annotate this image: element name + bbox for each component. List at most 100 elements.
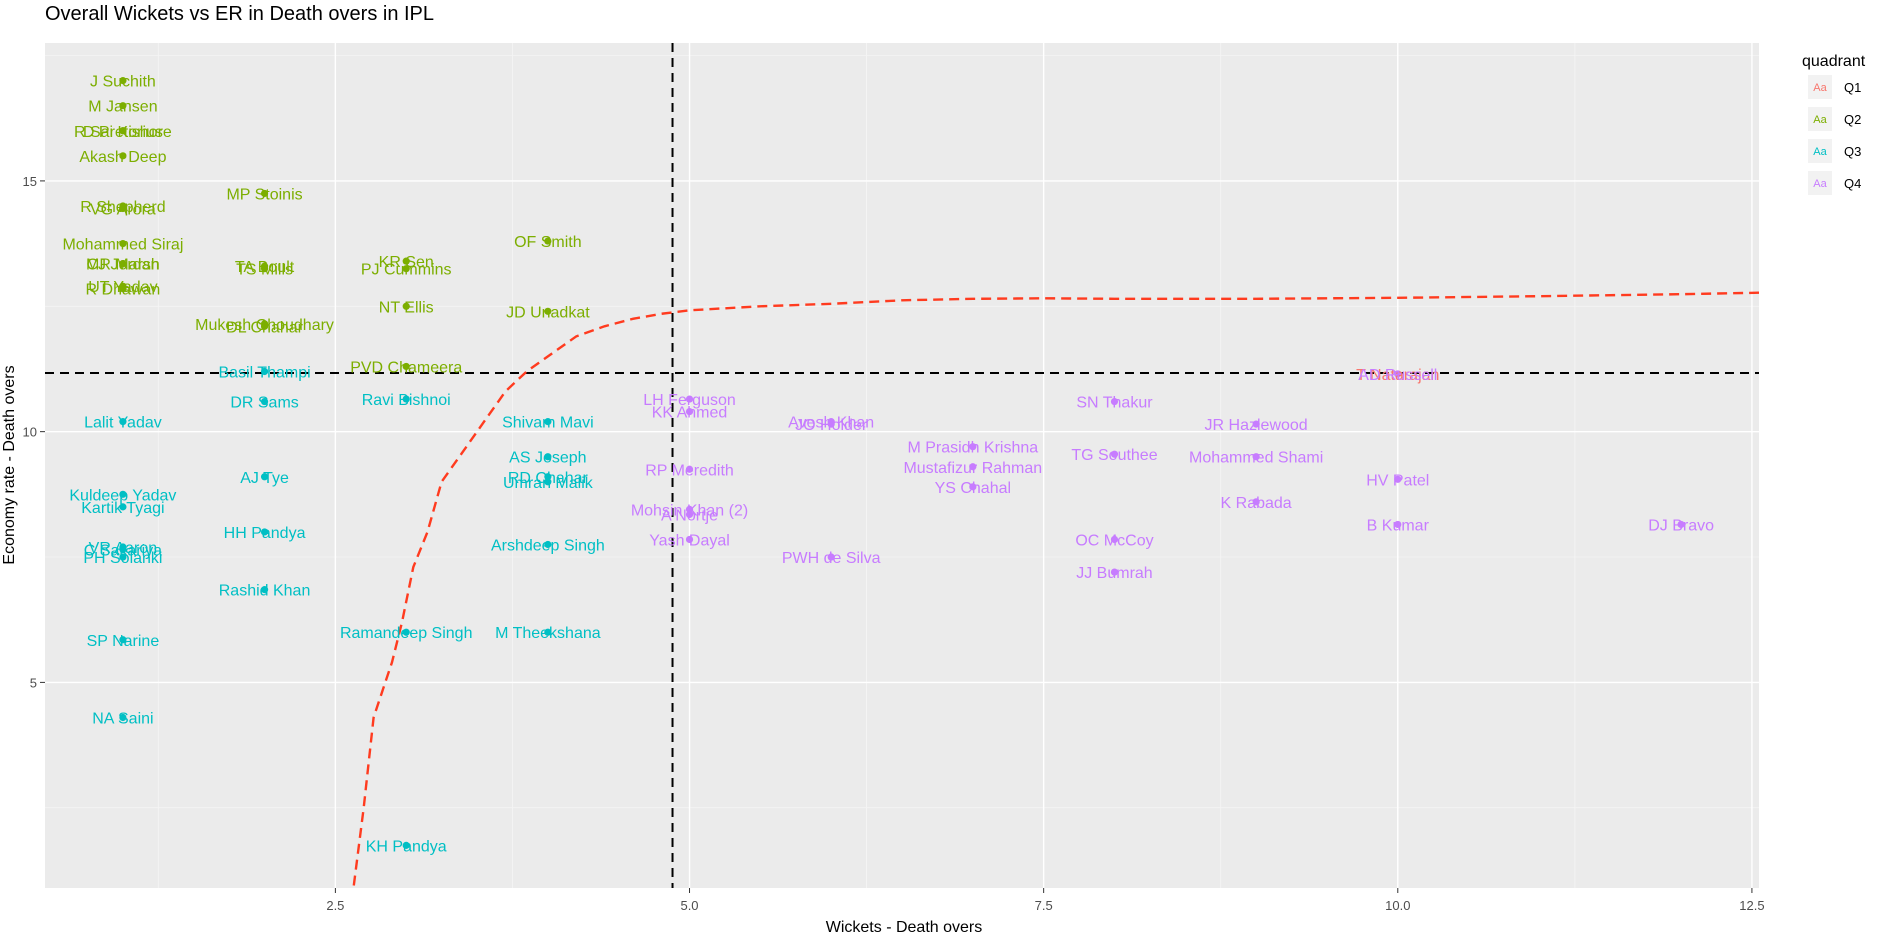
- data-point: [1252, 453, 1260, 461]
- data-point: [119, 127, 127, 135]
- data-point: [1252, 420, 1260, 428]
- data-point: [119, 553, 127, 561]
- data-point: [685, 535, 694, 544]
- point-label: T Natarajan: [1356, 367, 1439, 384]
- x-tick-label: 7.5: [1035, 898, 1053, 913]
- data-point: [685, 465, 694, 473]
- point-label: M Theekshana: [495, 625, 601, 642]
- point-label: CJ Jordan: [86, 257, 159, 274]
- legend-entry-label: Q1: [1844, 80, 1861, 95]
- data-point: [119, 102, 127, 110]
- point-label: Rashid Khan: [219, 583, 311, 600]
- data-point: [1394, 370, 1402, 378]
- y-axis-label: Economy rate - Death overs: [1, 365, 18, 564]
- point-label: RD Chahar: [508, 470, 589, 487]
- data-point: [260, 367, 269, 376]
- point-label: J Suchith: [90, 74, 156, 91]
- points-layer: [119, 77, 1685, 849]
- point-label: B Kumar: [1367, 517, 1430, 534]
- data-point: [1110, 450, 1119, 458]
- data-point: [119, 152, 127, 160]
- point-labels-layer: T Natarajan J Suchith M Jansen R Sai Kishor…: [62, 74, 1714, 856]
- point-label: JR Hazlewood: [1205, 417, 1308, 434]
- point-label: A Nortje: [661, 507, 718, 524]
- data-point: [402, 628, 410, 636]
- data-point: [685, 510, 694, 518]
- data-point: [402, 395, 410, 403]
- legend-key-box: [1808, 107, 1832, 131]
- point-label: OF Smith: [514, 234, 582, 251]
- data-point: [119, 636, 127, 644]
- data-point: [119, 490, 127, 498]
- point-label: DR Sams: [230, 395, 298, 412]
- x-tick-label: 5.0: [680, 898, 698, 913]
- legend-key-glyph: Aa: [1813, 82, 1827, 94]
- point-label: JJ Bumrah: [1076, 565, 1152, 582]
- point-label: HV Patel: [1366, 472, 1429, 489]
- point-label: Arshdeep Singh: [491, 537, 605, 554]
- point-label: NA Saini: [92, 710, 153, 727]
- point-label: Umran Malik: [503, 475, 594, 492]
- point-label: JD Unadkat: [506, 304, 590, 321]
- point-label: PH Solanki: [83, 550, 162, 567]
- data-point: [260, 528, 269, 536]
- point-label: OC McCoy: [1075, 532, 1153, 549]
- point-label: Mukesh Choudhary: [195, 317, 334, 334]
- data-point: [260, 322, 269, 330]
- point-label: YS Chahal: [935, 480, 1012, 497]
- x-tick-label: 2.5: [326, 898, 344, 913]
- data-point: [544, 540, 552, 549]
- legend-key-box: [1808, 75, 1832, 99]
- reference-lines: [45, 43, 1759, 888]
- data-point: [119, 285, 127, 293]
- legend-key-glyph: Aa: [1813, 146, 1827, 158]
- point-label: VG Arora: [90, 201, 156, 218]
- point-label: TA Boult: [235, 259, 295, 276]
- point-label: Basil Thampi: [218, 364, 310, 381]
- point-label: AD Russell: [1358, 367, 1437, 384]
- data-point: [544, 418, 552, 426]
- point-label: JO Holder: [795, 417, 868, 434]
- data-point: [402, 265, 410, 273]
- point-label: Ravi Bishnoi: [362, 392, 451, 409]
- data-point: [969, 483, 977, 491]
- point-label: Mohammed Siraj: [62, 237, 183, 254]
- chart-title: Overall Wickets vs ER in Death overs in …: [45, 3, 434, 25]
- point-label: TS Mills: [236, 262, 293, 279]
- point-label: MP Stoinis: [226, 186, 302, 203]
- x-tick-label: 10.0: [1385, 898, 1410, 913]
- y-tick-label: 5: [30, 675, 37, 690]
- legend-entry-label: Q2: [1844, 112, 1861, 127]
- point-label: KR Sen: [379, 254, 434, 271]
- data-point: [260, 397, 269, 406]
- y-axis: 5 10 15: [23, 174, 45, 690]
- point-label: M Jansen: [88, 99, 157, 116]
- data-point: [119, 204, 127, 213]
- legend-key-box: [1808, 171, 1832, 195]
- point-label: TG Southee: [1071, 447, 1157, 464]
- data-point: [544, 453, 552, 461]
- data-point: [544, 628, 552, 636]
- data-point: [119, 545, 127, 554]
- point-label: DJ Bravo: [1648, 517, 1714, 534]
- point-label: PWH de Silva: [782, 550, 881, 567]
- x-axis-label: Wickets - Death overs: [826, 919, 982, 934]
- data-point: [544, 307, 552, 315]
- data-point: [685, 505, 694, 513]
- x-axis: 2.5 5.0 7.5 10.0 12.5: [326, 888, 1765, 913]
- y-tick-label: 10: [23, 425, 37, 440]
- data-point: [402, 302, 410, 310]
- point-label: MR Marsh: [86, 257, 160, 274]
- point-label: C Sakariya: [84, 542, 162, 559]
- point-label: Kuldeep Yadav: [69, 487, 176, 504]
- data-point: [119, 503, 127, 511]
- data-point: [827, 553, 835, 561]
- data-point: [119, 418, 127, 426]
- point-label: SP Narine: [87, 633, 160, 650]
- data-point: [1252, 498, 1260, 506]
- point-label: Mohammed Shami: [1189, 450, 1323, 467]
- grid-minor: [45, 43, 1759, 888]
- legend-title: quadrant: [1802, 53, 1866, 70]
- point-label: KH Pandya: [366, 838, 447, 855]
- legend-entry-label: Q3: [1844, 144, 1861, 159]
